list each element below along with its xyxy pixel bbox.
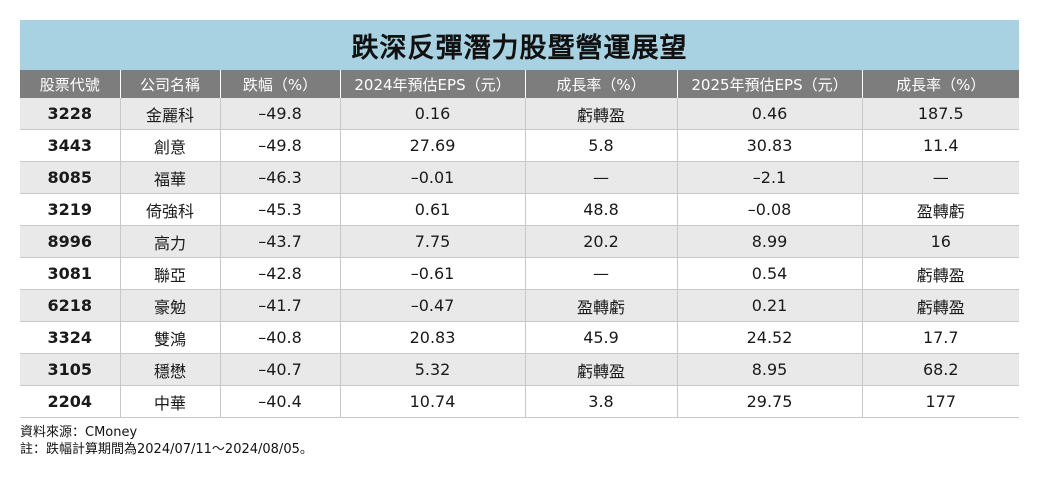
period-note: 註：跌幅計算期間為2024/07/11～2024/08/05。 <box>20 442 313 457</box>
cell-eps-2025: –2.1 <box>677 161 863 194</box>
cell-eps-2025: 0.54 <box>677 257 863 290</box>
cell-code: 3443 <box>20 129 121 162</box>
cell-code: 8085 <box>20 161 121 194</box>
cell-drop: –41.7 <box>220 289 341 322</box>
col-header-drop: 跌幅（%） <box>220 70 341 98</box>
cell-drop: –40.7 <box>220 353 341 386</box>
cell-growth-2025: 177 <box>862 385 1019 418</box>
cell-growth-2024: 虧轉盈 <box>525 98 678 130</box>
table-row: 3219 倚強科 –45.3 0.61 48.8 –0.08 盈轉虧 <box>20 193 1019 226</box>
cell-eps-2025: 24.52 <box>677 321 863 354</box>
col-header-eps-2025: 2025年預估EPS（元） <box>677 70 863 98</box>
cell-name: 雙鴻 <box>120 321 221 354</box>
cell-eps-2024: –0.47 <box>340 289 526 322</box>
cell-code: 3324 <box>20 321 121 354</box>
cell-growth-2024: — <box>525 161 678 194</box>
cell-growth-2025: 68.2 <box>862 353 1019 386</box>
cell-eps-2025: –0.08 <box>677 193 863 226</box>
cell-growth-2025: 虧轉盈 <box>862 289 1019 322</box>
cell-drop: –40.8 <box>220 321 341 354</box>
cell-name: 穩懋 <box>120 353 221 386</box>
cell-code: 3081 <box>20 257 121 290</box>
cell-growth-2024: 盈轉虧 <box>525 289 678 322</box>
cell-eps-2024: 0.16 <box>340 98 526 130</box>
cell-eps-2025: 8.99 <box>677 225 863 258</box>
cell-eps-2024: 5.32 <box>340 353 526 386</box>
header-row: 股票代號 公司名稱 跌幅（%） 2024年預估EPS（元） 成長率（%） 202… <box>20 70 1019 98</box>
stock-table: 股票代號 公司名稱 跌幅（%） 2024年預估EPS（元） 成長率（%） 202… <box>20 70 1019 418</box>
table-row: 3228 金麗科 –49.8 0.16 虧轉盈 0.46 187.5 <box>20 98 1019 130</box>
cell-eps-2024: 10.74 <box>340 385 526 418</box>
cell-growth-2024: 5.8 <box>525 129 678 162</box>
cell-name: 倚強科 <box>120 193 221 226</box>
cell-name: 中華 <box>120 385 221 418</box>
table-row: 3324 雙鴻 –40.8 20.83 45.9 24.52 17.7 <box>20 321 1019 354</box>
cell-growth-2025: 盈轉虧 <box>862 193 1019 226</box>
cell-growth-2024: 虧轉盈 <box>525 353 678 386</box>
col-header-name: 公司名稱 <box>120 70 221 98</box>
footnotes: 資料來源：CMoney 註：跌幅計算期間為2024/07/11～2024/08/… <box>20 424 313 458</box>
cell-code: 6218 <box>20 289 121 322</box>
table-row: 2204 中華 –40.4 10.74 3.8 29.75 177 <box>20 385 1019 418</box>
cell-drop: –49.8 <box>220 98 341 130</box>
cell-name: 豪勉 <box>120 289 221 322</box>
table-row: 8085 福華 –46.3 –0.01 — –2.1 — <box>20 161 1019 194</box>
table-row: 6218 豪勉 –41.7 –0.47 盈轉虧 0.21 虧轉盈 <box>20 289 1019 322</box>
cell-code: 3228 <box>20 98 121 130</box>
cell-code: 8996 <box>20 225 121 258</box>
cell-growth-2024: 20.2 <box>525 225 678 258</box>
cell-drop: –43.7 <box>220 225 341 258</box>
cell-growth-2025: 虧轉盈 <box>862 257 1019 290</box>
cell-growth-2024: 3.8 <box>525 385 678 418</box>
cell-growth-2024: 48.8 <box>525 193 678 226</box>
cell-drop: –45.3 <box>220 193 341 226</box>
table-title: 跌深反彈潛力股暨營運展望 <box>20 20 1019 70</box>
table-row: 3081 聯亞 –42.8 –0.61 — 0.54 虧轉盈 <box>20 257 1019 290</box>
cell-name: 金麗科 <box>120 98 221 130</box>
cell-eps-2024: 27.69 <box>340 129 526 162</box>
cell-growth-2025: 16 <box>862 225 1019 258</box>
cell-name: 聯亞 <box>120 257 221 290</box>
cell-growth-2024: 45.9 <box>525 321 678 354</box>
cell-name: 高力 <box>120 225 221 258</box>
col-header-code: 股票代號 <box>20 70 121 98</box>
cell-name: 福華 <box>120 161 221 194</box>
cell-eps-2024: 7.75 <box>340 225 526 258</box>
cell-eps-2025: 30.83 <box>677 129 863 162</box>
cell-drop: –46.3 <box>220 161 341 194</box>
cell-eps-2024: 20.83 <box>340 321 526 354</box>
cell-growth-2025: 17.7 <box>862 321 1019 354</box>
table-row: 8996 高力 –43.7 7.75 20.2 8.99 16 <box>20 225 1019 258</box>
table-row: 3105 穩懋 –40.7 5.32 虧轉盈 8.95 68.2 <box>20 353 1019 386</box>
cell-code: 3219 <box>20 193 121 226</box>
source-note: 資料來源：CMoney <box>20 425 138 440</box>
cell-eps-2025: 8.95 <box>677 353 863 386</box>
cell-drop: –40.4 <box>220 385 341 418</box>
cell-eps-2024: 0.61 <box>340 193 526 226</box>
cell-name: 創意 <box>120 129 221 162</box>
cell-growth-2025: — <box>862 161 1019 194</box>
cell-growth-2025: 187.5 <box>862 98 1019 130</box>
cell-eps-2024: –0.01 <box>340 161 526 194</box>
cell-eps-2024: –0.61 <box>340 257 526 290</box>
cell-growth-2024: — <box>525 257 678 290</box>
col-header-growth-2025: 成長率（%） <box>862 70 1019 98</box>
cell-drop: –42.8 <box>220 257 341 290</box>
cell-eps-2025: 0.21 <box>677 289 863 322</box>
cell-code: 3105 <box>20 353 121 386</box>
table-row: 3443 創意 –49.8 27.69 5.8 30.83 11.4 <box>20 129 1019 162</box>
col-header-eps-2024: 2024年預估EPS（元） <box>340 70 526 98</box>
cell-growth-2025: 11.4 <box>862 129 1019 162</box>
col-header-growth-2024: 成長率（%） <box>525 70 678 98</box>
cell-drop: –49.8 <box>220 129 341 162</box>
cell-eps-2025: 0.46 <box>677 98 863 130</box>
cell-code: 2204 <box>20 385 121 418</box>
cell-eps-2025: 29.75 <box>677 385 863 418</box>
